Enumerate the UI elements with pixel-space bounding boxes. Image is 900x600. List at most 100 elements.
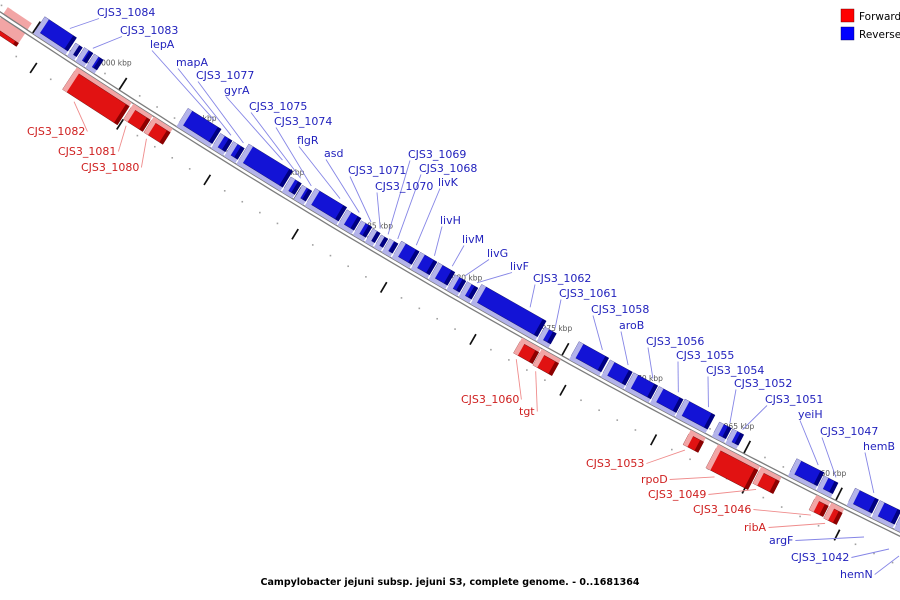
leader-line-hemB bbox=[864, 452, 875, 494]
minor-tick-upper-dot bbox=[138, 95, 141, 97]
minor-tick-lower-dot bbox=[544, 379, 546, 381]
gene-label-CJS3_1047: CJS3_1047 bbox=[820, 425, 878, 438]
gene-glyph-rpoD-bevel bbox=[716, 444, 760, 471]
gene-glyph-CJS3_1054-start-cap bbox=[675, 399, 690, 420]
gene-label-gyrA: gyrA bbox=[224, 84, 250, 97]
gene-label-CJS3_1062: CJS3_1062 bbox=[533, 272, 591, 285]
leader-line-CJS3_1051 bbox=[742, 405, 768, 430]
minor-tick-lower-dot bbox=[616, 419, 619, 421]
minor-tick-lower-dot bbox=[454, 328, 456, 330]
gene-glyph-lepA-start-cap bbox=[176, 108, 193, 130]
major-tick-upper-dash bbox=[31, 21, 42, 34]
minor-tick-upper-dot bbox=[104, 72, 106, 75]
gene-glyph-CJS3_1084-start-cap bbox=[33, 16, 49, 37]
gene-label-CJS3_1042: CJS3_1042 bbox=[791, 551, 849, 564]
gene-glyph-CJS3_1061-end-cap bbox=[547, 331, 557, 344]
gene-glyph-livK-end-cap bbox=[408, 249, 420, 265]
scale-tick-label: 985 kbp bbox=[362, 221, 393, 230]
gene-label-CJS3_1052: CJS3_1052 bbox=[734, 377, 792, 390]
minor-tick-upper-dot bbox=[709, 428, 711, 430]
minor-tick-lower-dot bbox=[311, 244, 314, 246]
gene-glyph-start-cap bbox=[894, 516, 900, 532]
gene-glyph-aroB-start-cap bbox=[600, 359, 615, 380]
leader-line-CJS3_1083 bbox=[92, 36, 123, 49]
gene-label-CJS3_1074: CJS3_1074 bbox=[274, 115, 332, 128]
gene-glyph-CJS3_1080-end-cap bbox=[159, 130, 171, 145]
gene-glyph-aroB-bevel bbox=[600, 373, 626, 390]
minor-tick-lower-dot bbox=[634, 429, 637, 431]
gene-label-hemN: hemN bbox=[840, 568, 873, 581]
gene-glyph-gyrA-start-cap bbox=[236, 144, 253, 167]
gene-label-CJS3_1061: CJS3_1061 bbox=[559, 287, 617, 300]
minor-tick-lower-dot bbox=[49, 78, 52, 81]
leader-line-CJS3_1082 bbox=[73, 101, 88, 132]
gene-glyph-hemB-bevel bbox=[846, 501, 872, 518]
gene-glyph-CJS3_1068-end-cap bbox=[389, 241, 399, 254]
gene-label-rpoD: rpoD bbox=[641, 473, 668, 486]
gene-label-CJS3_1051: CJS3_1051 bbox=[765, 393, 823, 406]
gene-glyph-CJS3_1046-start-cap bbox=[809, 495, 821, 512]
leader-line-livH bbox=[434, 226, 443, 256]
leader-line-CJS3_1071 bbox=[349, 176, 372, 223]
gene-glyph-end-cap bbox=[13, 41, 19, 47]
gene-glyph-livH-start-cap bbox=[410, 252, 425, 272]
gene-label-aroB: aroB bbox=[619, 319, 644, 332]
leader-line-CJS3_1060 bbox=[515, 359, 522, 400]
gene-label-hemB: hemB bbox=[863, 440, 895, 453]
leader-line-CJS3_1053 bbox=[646, 449, 686, 464]
major-tick-lower-dash bbox=[379, 281, 388, 293]
gene-glyph-CJS3_1055-bevel bbox=[649, 399, 677, 417]
genome-backbone bbox=[0, 10, 900, 537]
leader-line-CJS3_1047 bbox=[821, 437, 837, 478]
leader-line-livG bbox=[464, 259, 490, 277]
gene-glyph-mapA-start-cap bbox=[211, 133, 225, 151]
minor-tick-upper-dot bbox=[0, 4, 3, 7]
gene-label-CJS3_1056: CJS3_1056 bbox=[646, 335, 704, 348]
gene-glyph-CJS3_1061-start-cap bbox=[536, 327, 550, 344]
gene-label-CJS3_1068: CJS3_1068 bbox=[419, 162, 477, 175]
minor-tick-lower-dot bbox=[526, 369, 528, 371]
minor-tick-upper-dot bbox=[156, 106, 158, 108]
minor-tick-lower-dot bbox=[799, 515, 801, 518]
minor-tick-lower-dot bbox=[671, 448, 673, 451]
gene-label-CJS3_1049: CJS3_1049 bbox=[648, 488, 706, 501]
minor-tick-lower-dot bbox=[347, 265, 349, 268]
minor-tick-lower-dot bbox=[873, 552, 875, 555]
gene-label-CJS3_1070: CJS3_1070 bbox=[375, 180, 433, 193]
gene-glyph-flgR-start-cap bbox=[304, 188, 320, 209]
leader-line-argF bbox=[795, 536, 865, 541]
gene-glyph-CJS3_1081-start-cap bbox=[123, 103, 138, 122]
gene-glyph-mapA-end-cap bbox=[221, 138, 233, 152]
minor-tick-lower-dot bbox=[223, 190, 226, 192]
gene-glyph-ribA-end-cap bbox=[832, 511, 843, 525]
genome-caption: Campylobacter jejuni subsp. jejuni S3, c… bbox=[261, 577, 640, 588]
gene-glyph-ribA-start-cap bbox=[823, 502, 836, 521]
gene-glyph-CJS3_1047-end-cap bbox=[829, 481, 839, 494]
gene-label-CJS3_1069: CJS3_1069 bbox=[408, 148, 466, 161]
leader-line-ribA bbox=[768, 522, 826, 528]
gene-label-CJS3_1055: CJS3_1055 bbox=[676, 349, 734, 362]
gene-label-livK: livK bbox=[438, 176, 459, 189]
legend-forward-swatch bbox=[840, 8, 855, 23]
major-tick-lower-dash bbox=[116, 118, 124, 130]
leader-line-lepA bbox=[151, 50, 215, 121]
minor-tick-lower-dot bbox=[365, 276, 367, 278]
minor-tick-lower-dot bbox=[241, 200, 244, 203]
gene-glyph-gyrA-bevel bbox=[236, 160, 283, 192]
gene-glyph-start-cap bbox=[85, 54, 99, 71]
gene-glyph-CJS3_1056-bevel bbox=[624, 385, 651, 403]
gene-glyph-flgR-bevel bbox=[304, 202, 339, 225]
gene-glyph-CJS3_1080-start-cap bbox=[143, 116, 158, 135]
minor-tick-lower-dot bbox=[329, 254, 332, 257]
minor-tick-lower-dot bbox=[854, 543, 857, 546]
gene-glyph-yeiH-bevel bbox=[788, 472, 818, 490]
gene-glyph-livF-start-cap bbox=[458, 281, 472, 300]
gene-glyph-CJS3_1062-start-cap bbox=[470, 284, 487, 307]
minor-tick-lower-dot bbox=[780, 506, 783, 508]
legend-reverse-label: Reverse bbox=[859, 29, 900, 41]
major-tick-lower-dash bbox=[203, 174, 212, 186]
gene-glyphs-layer bbox=[33, 16, 900, 532]
gene-label-CJS3_1054: CJS3_1054 bbox=[706, 364, 764, 377]
minor-tick-lower-dot bbox=[259, 211, 261, 214]
